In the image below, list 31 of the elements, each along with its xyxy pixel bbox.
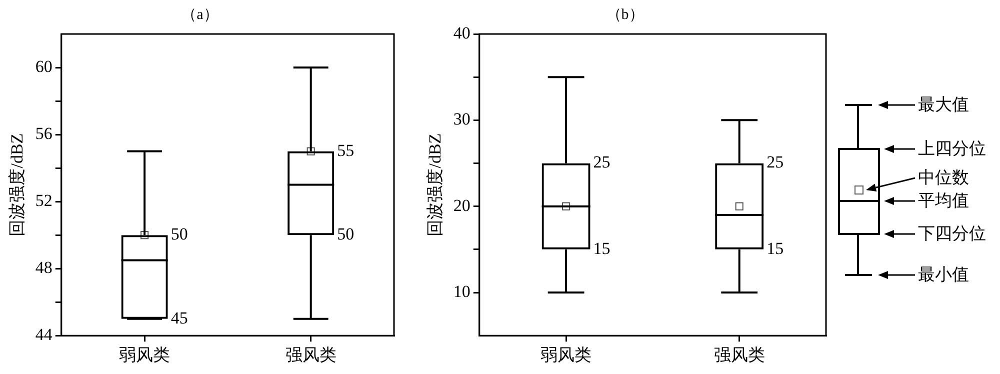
y-tick-label: 44 (35, 325, 53, 344)
x-tick-label: 强风类 (714, 345, 765, 364)
annotation: 50 (337, 224, 354, 244)
x-tick-label: 强风类 (285, 345, 336, 364)
text: 中位数 (918, 168, 969, 188)
annotation: 25 (593, 152, 610, 172)
text: 平均值 (918, 191, 969, 211)
y-tick-label: 52 (35, 191, 52, 210)
y-tick-label: 20 (453, 196, 470, 215)
y-tick-label: 56 (35, 124, 52, 143)
annotation: 15 (593, 238, 610, 258)
annotation: 50 (170, 224, 188, 244)
text: 最小值 (918, 265, 969, 285)
y-tick-label: 10 (453, 282, 470, 301)
chart-title: （a） (182, 6, 218, 23)
annotation: 25 (766, 152, 784, 172)
y-tick-label: 48 (35, 258, 52, 278)
y-axis-title: 回波强度/dBZ (426, 133, 445, 236)
y-tick-label: 60 (35, 56, 52, 76)
y-tick-label: 40 (453, 23, 470, 42)
text: 下四分位 (918, 224, 986, 244)
annotation: 45 (170, 308, 188, 328)
x-tick-label: 弱风类 (540, 345, 592, 364)
annotation: 15 (766, 238, 784, 258)
annotation: 55 (337, 140, 354, 160)
x-tick-label: 弱风类 (119, 345, 170, 364)
text: 上四分位 (918, 139, 986, 159)
text: 最大值 (918, 95, 969, 115)
y-tick-label: 30 (453, 110, 470, 129)
chart-title: （b） (606, 6, 644, 23)
y-axis-title: 回波强度/dBZ (8, 133, 27, 236)
